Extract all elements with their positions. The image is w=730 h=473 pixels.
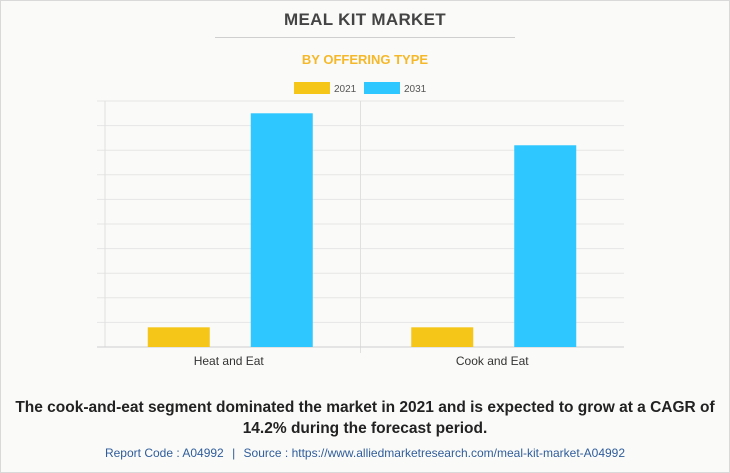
x-tick-label: Cook and Eat (456, 354, 529, 368)
report-code: Report Code : A04992 (104, 446, 224, 460)
x-tick-label: Heat and Eat (194, 354, 265, 368)
source-link[interactable]: Source : https://www.alliedmarketresearc… (243, 446, 626, 460)
legend-label-2021: 2021 (334, 84, 357, 95)
bar-2021-heat-and-eat (147, 327, 210, 347)
bar-chart: Heat and Eat Cook and Eat 2021 2031 (97, 82, 624, 368)
title-divider (215, 37, 515, 38)
chart-title: MEAL KIT MARKET (284, 10, 446, 29)
legend-swatch-2021 (294, 82, 330, 94)
legend-label-2031: 2031 (404, 84, 427, 95)
bar-2021-cook-and-eat (411, 327, 474, 347)
bar-2031-heat-and-eat (250, 113, 313, 347)
chart-caption: The cook-and-eat segment dominated the m… (15, 399, 715, 437)
bar-2031-cook-and-eat (514, 145, 577, 347)
chart-subtitle: BY OFFERING TYPE (301, 52, 429, 67)
legend-swatch-2031 (364, 82, 400, 94)
footer: Report Code : A04992 | Source : https://… (0, 446, 730, 460)
footer-separator: | (232, 446, 236, 460)
